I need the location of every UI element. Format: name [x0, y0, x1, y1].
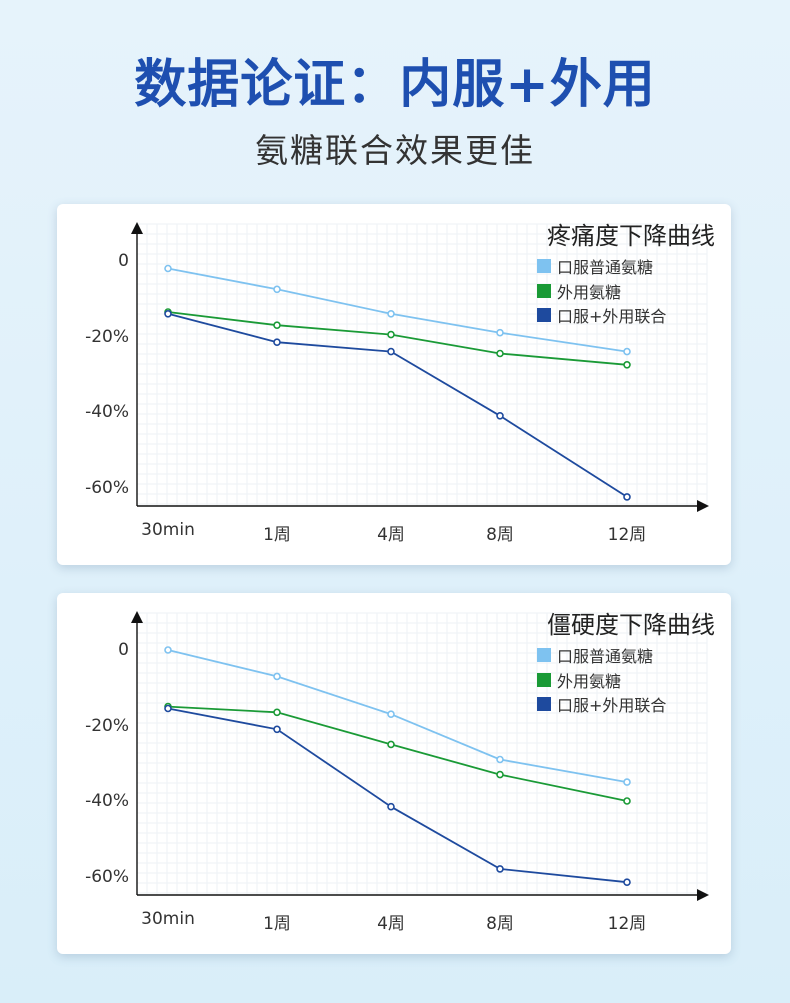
legend-swatch-topical: [537, 283, 551, 298]
data-point: [273, 708, 281, 717]
plot-grid: [136, 612, 708, 895]
page-title: 数据论证：内服+外用: [134, 55, 656, 115]
legend-label-combined: 口服+外用联合: [557, 307, 667, 327]
stiffness-chart-plot: [131, 611, 709, 901]
y-tick-label: -20%: [85, 715, 129, 736]
legend-swatch-oral: [537, 648, 551, 663]
data-point: [623, 493, 631, 501]
y-tick-label: -40%: [85, 791, 129, 811]
data-point: [496, 412, 504, 420]
data-point: [496, 770, 504, 779]
legend-item-oral: 口服普通氨糖: [537, 643, 666, 668]
y-tick-label: 0: [118, 251, 129, 271]
data-point: [273, 672, 281, 681]
data-point: [623, 778, 631, 786]
data-point: [623, 797, 631, 805]
data-point: [387, 802, 395, 811]
legend-swatch-combined: [537, 697, 551, 712]
legend-swatch-oral: [537, 259, 551, 274]
legend-item-oral: 口服普通氨糖: [537, 254, 666, 279]
data-point: [164, 310, 172, 318]
page-subtitle: 氨糖联合效果更佳: [255, 131, 535, 170]
legend-swatch-combined: [537, 308, 551, 323]
data-point: [387, 347, 395, 356]
x-tick-label: 8周: [486, 914, 514, 934]
x-tick-label: 4周: [377, 914, 405, 934]
x-tick-label: 1周: [263, 914, 291, 934]
legend-label-oral: 口服普通氨糖: [557, 258, 654, 278]
legend-label-topical: 外用氨糖: [557, 671, 622, 691]
x-tick-label: 12周: [607, 525, 647, 545]
stiffness-chart-card: 僵硬度下降曲线 口服普通氨糖 外用氨糖 口服+外用联合 0 -20% -40% …: [57, 593, 731, 954]
data-point: [496, 328, 504, 337]
data-point: [623, 347, 631, 356]
data-point: [273, 338, 281, 346]
y-tick-label: 0: [118, 640, 129, 660]
data-point: [496, 349, 504, 358]
x-tick-label: 1周: [263, 525, 291, 545]
data-point: [273, 725, 281, 734]
x-axis-arrow: [697, 500, 709, 512]
data-point: [387, 310, 395, 318]
y-tick-label: -20%: [85, 326, 129, 347]
data-point: [273, 285, 281, 294]
x-tick-label: 12周: [607, 914, 647, 934]
data-point: [496, 755, 504, 764]
x-tick-label: 8周: [486, 525, 514, 545]
legend-item-combined: 口服+外用联合: [537, 692, 666, 717]
legend-item-topical: 外用氨糖: [537, 279, 666, 304]
x-axis-arrow: [697, 889, 709, 901]
pain-chart-legend: 口服普通氨糖 外用氨糖 口服+外用联合: [537, 254, 666, 328]
data-point: [273, 321, 281, 329]
data-point: [387, 740, 395, 749]
pain-chart-plot: [131, 222, 709, 512]
x-tick-label: 4周: [377, 525, 405, 545]
legend-item-topical: 外用氨糖: [537, 668, 666, 693]
data-point: [623, 361, 631, 369]
legend-swatch-topical: [537, 672, 551, 687]
legend-label-oral: 口服普通氨糖: [557, 647, 654, 667]
data-point: [387, 330, 395, 339]
legend-item-combined: 口服+外用联合: [537, 303, 666, 328]
pain-chart-card: 疼痛度下降曲线 口服普通氨糖 外用氨糖 口服+外用联合 0 -20% -40% …: [57, 204, 731, 565]
y-tick-label: -40%: [85, 402, 129, 422]
x-tick-label: 30min: [141, 520, 195, 540]
plot-grid: [136, 223, 708, 506]
y-axis-arrow: [131, 222, 143, 234]
legend-label-topical: 外用氨糖: [557, 282, 622, 302]
y-tick-label: -60%: [85, 866, 129, 887]
data-point: [164, 264, 172, 273]
y-tick-label: -60%: [85, 477, 129, 498]
stiffness-chart-legend: 口服普通氨糖 外用氨糖 口服+外用联合: [537, 643, 666, 717]
legend-label-combined: 口服+外用联合: [557, 696, 667, 716]
data-point: [164, 704, 172, 713]
data-point: [164, 646, 172, 654]
data-point: [496, 865, 504, 873]
x-tick-label: 30min: [141, 909, 195, 929]
data-point: [623, 878, 631, 887]
y-axis-arrow: [131, 611, 143, 623]
stiffness-chart-title: 僵硬度下降曲线: [547, 611, 715, 639]
pain-chart-title: 疼痛度下降曲线: [547, 222, 715, 250]
data-point: [387, 710, 395, 718]
